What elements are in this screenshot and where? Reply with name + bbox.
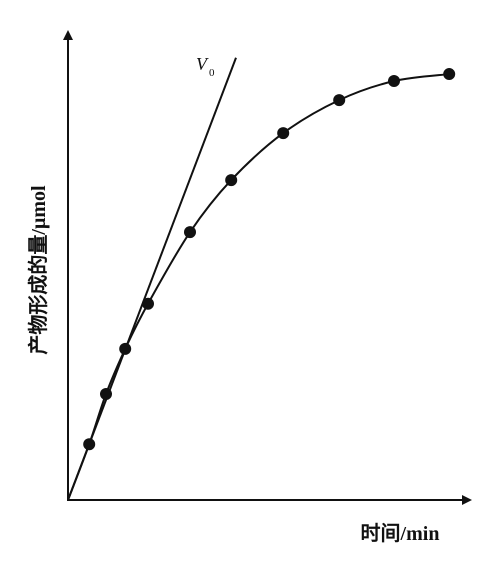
data-point — [277, 127, 290, 140]
tangent-subscript: 0 — [209, 67, 215, 79]
data-point — [225, 174, 238, 187]
data-point — [100, 387, 112, 400]
data-point — [83, 438, 96, 451]
data-point — [333, 94, 346, 107]
data-point — [388, 75, 400, 88]
data-point — [184, 226, 196, 239]
y-axis-label: 产物形成的量/μmol — [26, 185, 50, 355]
fit-curve — [67, 73, 450, 501]
data-point — [443, 68, 456, 81]
data-point — [142, 297, 154, 310]
tangent-label: V — [196, 54, 209, 74]
x-axis-label: 时间/min — [361, 522, 440, 545]
data-point — [119, 342, 132, 355]
